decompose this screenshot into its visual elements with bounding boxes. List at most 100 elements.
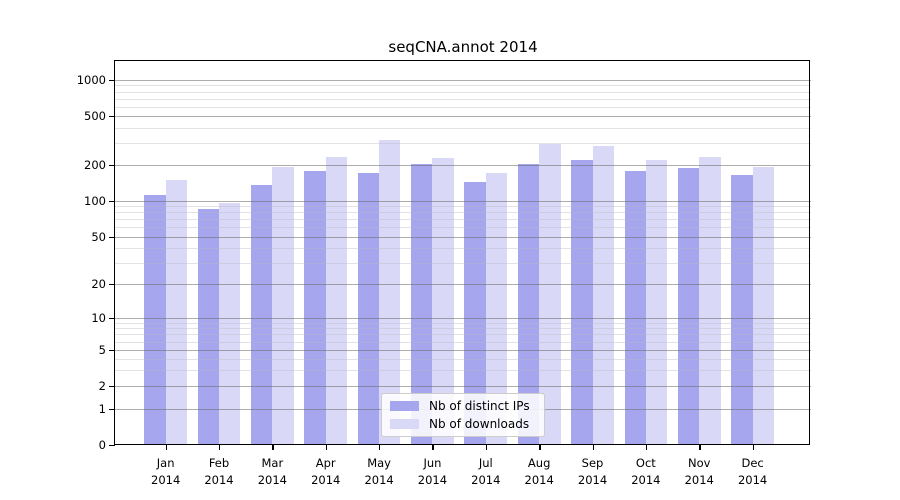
legend-item-distinct-ips: Nb of distinct IPs [382,399,544,414]
chart-title: seqCNA.annot 2014 [388,38,538,56]
x-tick-mark-jul [485,445,488,450]
y-tick-mark-1 [109,409,115,411]
gridline-70 [115,219,811,221]
gridline-30 [115,262,811,264]
x-tick-label-nov: Nov 2014 [684,456,714,487]
y-tick-mark-0 [109,444,115,447]
x-tick-label-aug: Aug 2014 [524,456,554,487]
y-tick-label-500: 500 [84,109,106,123]
gridline-1000 [115,80,811,81]
y-tick-label-1: 1 [98,402,106,416]
y-tick-label-20: 20 [91,277,106,291]
bar-downloads-feb [219,202,241,445]
gridline-800 [115,91,811,93]
x-tick-label-feb: Feb 2014 [204,456,234,487]
bar-downloads-aug [539,143,561,445]
bar-distinct-ips-may [357,173,380,445]
x-tick-mark-jun [432,445,434,450]
legend: Nb of distinct IPs Nb of downloads [381,393,545,437]
gridline-3 [115,370,811,372]
bar-downloads-jun [432,157,454,445]
y-tick-mark-50 [109,236,115,238]
y-tick-label-10: 10 [91,311,106,325]
y-tick-label-50: 50 [91,229,106,244]
gridline-50 [115,236,811,238]
x-tick-mark-dec [752,445,754,450]
bar-distinct-ips-jul [464,181,486,445]
gridline-300 [115,143,811,145]
bar-downloads-sep [592,145,614,445]
gridline-900 [115,85,811,87]
legend-label-distinct-ips: Nb of distinct IPs [429,398,530,413]
gridline-4 [115,358,811,360]
y-tick-mark-500 [109,116,115,118]
x-tick-mark-aug [539,445,541,450]
bar-distinct-ips-sep [571,160,593,445]
x-tick-mark-nov [699,445,701,450]
y-tick-mark-200 [109,165,115,167]
bar-distinct-ips-dec [731,174,753,445]
gridline-2 [115,386,811,387]
y-tick-label-5: 5 [98,343,106,357]
bar-downloads-mar [272,167,294,445]
x-tick-label-oct: Oct 2014 [631,456,661,487]
x-tick-mark-sep [592,445,594,450]
bar-downloads-jul [485,173,508,445]
x-tick-mark-apr [325,445,328,450]
gridline-500 [115,116,811,117]
gridline-7 [115,334,811,336]
bar-downloads-nov [699,156,721,445]
x-tick-mark-feb [219,445,221,450]
bar-distinct-ips-apr [304,171,326,445]
y-tick-mark-20 [109,284,115,286]
gridline-100 [115,201,811,202]
gridline-80 [115,212,811,214]
x-tick-label-jul: Jul 2014 [471,456,501,487]
bar-distinct-ips-nov [677,168,700,445]
y-tick-mark-5 [109,350,115,352]
x-tick-label-jan: Jan 2014 [151,456,181,487]
x-tick-mark-may [379,445,381,450]
bar-distinct-ips-mar [251,184,273,445]
bar-downloads-jan [165,180,187,445]
x-tick-mark-oct [645,445,648,450]
legend-label-downloads: Nb of downloads [429,416,530,431]
x-tick-label-mar: Mar 2014 [257,456,287,487]
x-tick-label-sep: Sep 2014 [577,456,608,487]
bar-distinct-ips-aug [517,163,540,445]
legend-item-downloads: Nb of downloads [382,417,544,432]
bar-distinct-ips-jan [144,194,166,445]
gridline-8 [115,328,811,330]
gridline-20 [115,284,811,285]
legend-swatch-downloads [390,419,419,429]
y-tick-label-2: 2 [98,379,106,393]
y-tick-mark-2 [109,386,115,388]
gridline-6 [115,341,811,343]
bar-downloads-oct [645,159,668,445]
y-tick-label-200: 200 [84,158,106,172]
x-tick-label-dec: Dec 2014 [737,456,768,487]
gridline-600 [115,106,811,108]
gridline-60 [115,227,811,229]
x-tick-label-jun: Jun 2014 [417,456,448,487]
y-tick-label-1000: 1000 [76,73,106,87]
x-tick-mark-jan [165,445,168,450]
y-tick-label-100: 100 [84,194,106,208]
gridline-700 [115,98,811,100]
bar-downloads-dec [752,167,774,445]
bar-downloads-apr [325,157,348,445]
bar-distinct-ips-jun [411,163,433,445]
x-tick-mark-mar [272,445,274,450]
gridline-9 [115,322,811,324]
legend-swatch-distinct-ips [390,401,419,411]
bar-distinct-ips-oct [624,171,646,445]
gridline-200 [115,165,811,166]
gridline-5 [115,350,811,351]
bar-downloads-may [379,139,401,445]
gridline-400 [115,127,811,129]
gridline-90 [115,206,811,208]
